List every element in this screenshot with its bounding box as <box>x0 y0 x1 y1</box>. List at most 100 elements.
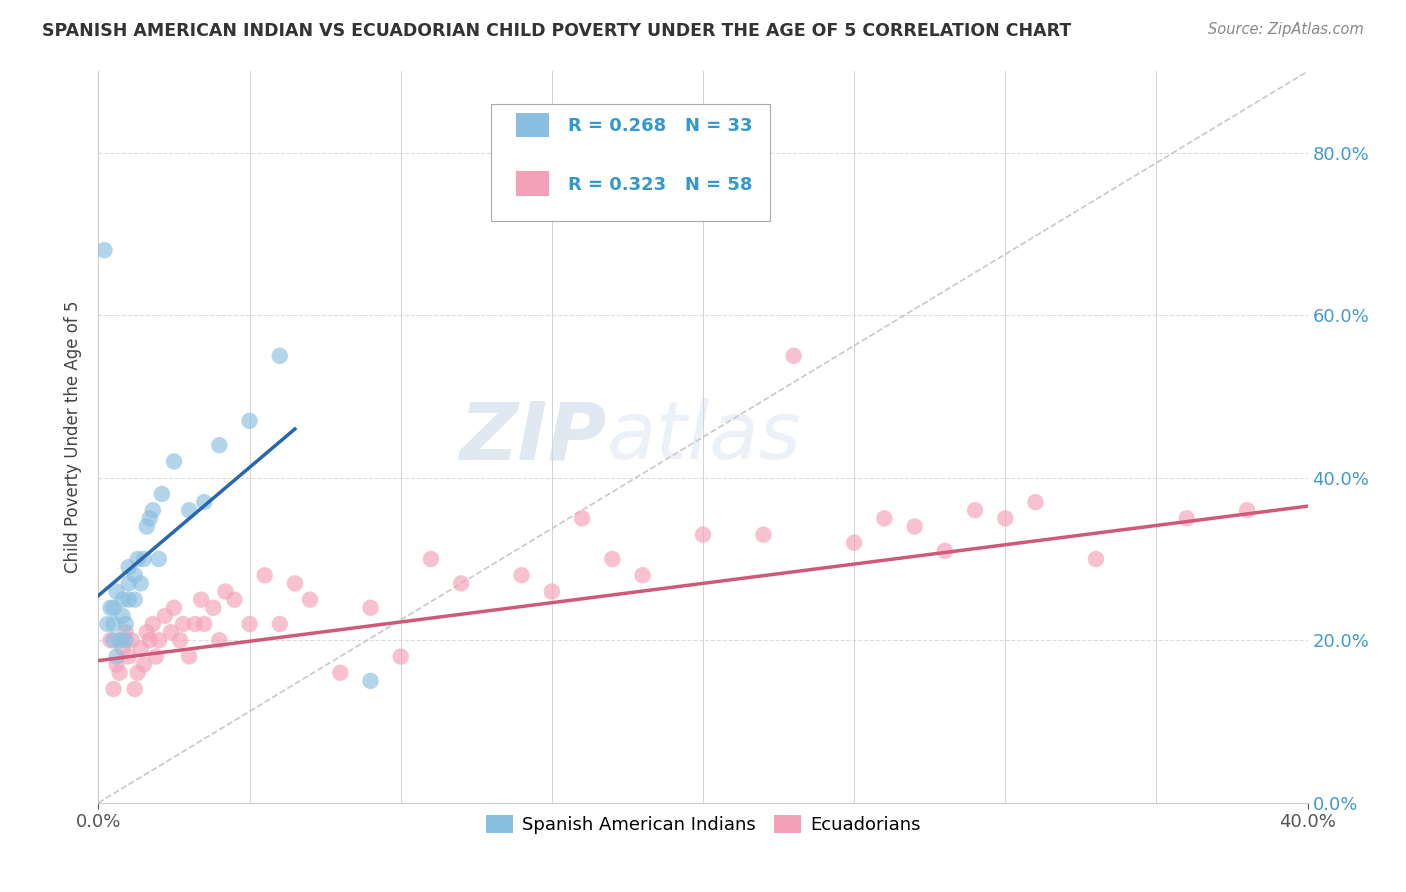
Point <box>752 527 775 541</box>
Point <box>329 665 352 680</box>
Point <box>100 600 122 615</box>
Text: ZIP: ZIP <box>458 398 606 476</box>
Point <box>153 608 176 623</box>
Point <box>142 503 165 517</box>
Point <box>224 592 246 607</box>
Point <box>193 617 215 632</box>
Point <box>114 633 136 648</box>
Point <box>1236 503 1258 517</box>
Point <box>93 243 115 257</box>
Point <box>208 633 231 648</box>
Point <box>105 657 128 672</box>
Point <box>299 592 322 607</box>
Point <box>96 617 118 632</box>
Point <box>571 511 593 525</box>
Point <box>103 681 125 696</box>
Point <box>239 617 262 632</box>
Point <box>1175 511 1198 525</box>
Point <box>269 617 291 632</box>
Point <box>111 608 134 623</box>
Point <box>118 592 141 607</box>
Point <box>1085 552 1108 566</box>
Point <box>132 552 155 566</box>
Point <box>169 633 191 648</box>
Point <box>127 552 149 566</box>
Point <box>269 349 291 363</box>
Point <box>783 349 806 363</box>
Point <box>602 552 624 566</box>
Point <box>202 600 225 615</box>
Point <box>139 633 162 648</box>
Point <box>994 511 1017 525</box>
Point <box>450 576 472 591</box>
Point <box>239 414 262 428</box>
Point <box>118 560 141 574</box>
Point <box>114 617 136 632</box>
Point <box>114 625 136 640</box>
Point <box>190 592 212 607</box>
Point <box>873 511 896 525</box>
Point <box>160 625 183 640</box>
Point <box>253 568 276 582</box>
Point <box>105 584 128 599</box>
Point <box>148 552 170 566</box>
Point <box>124 568 146 582</box>
Point <box>127 665 149 680</box>
Point <box>692 527 714 541</box>
Point <box>100 633 122 648</box>
Point <box>118 649 141 664</box>
Point <box>179 649 201 664</box>
Point <box>142 617 165 632</box>
Point <box>184 617 207 632</box>
Point <box>103 600 125 615</box>
Point <box>129 576 152 591</box>
Text: SPANISH AMERICAN INDIAN VS ECUADORIAN CHILD POVERTY UNDER THE AGE OF 5 CORRELATI: SPANISH AMERICAN INDIAN VS ECUADORIAN CH… <box>42 22 1071 40</box>
Point <box>135 625 157 640</box>
Point <box>163 454 186 468</box>
Point <box>965 503 987 517</box>
Point <box>145 649 167 664</box>
Y-axis label: Child Poverty Under the Age of 5: Child Poverty Under the Age of 5 <box>65 301 83 574</box>
Point <box>108 665 131 680</box>
Point <box>118 576 141 591</box>
Point <box>124 592 146 607</box>
Point <box>150 487 173 501</box>
Point <box>163 600 186 615</box>
FancyBboxPatch shape <box>516 171 550 195</box>
Point <box>129 641 152 656</box>
Point <box>1024 495 1046 509</box>
Text: R = 0.323   N = 58: R = 0.323 N = 58 <box>568 176 752 194</box>
Point <box>360 600 382 615</box>
Point <box>360 673 382 688</box>
FancyBboxPatch shape <box>516 112 550 137</box>
Text: Source: ZipAtlas.com: Source: ZipAtlas.com <box>1208 22 1364 37</box>
Point <box>172 617 194 632</box>
Point <box>111 592 134 607</box>
Point <box>135 519 157 533</box>
Point <box>179 503 201 517</box>
Text: atlas: atlas <box>606 398 801 476</box>
Point <box>844 535 866 549</box>
Point <box>904 519 927 533</box>
Point <box>111 641 134 656</box>
Point <box>193 495 215 509</box>
Point <box>148 633 170 648</box>
Point <box>108 633 131 648</box>
Point <box>540 584 562 599</box>
Point <box>631 568 654 582</box>
Text: R = 0.268   N = 33: R = 0.268 N = 33 <box>568 117 752 136</box>
Point <box>103 633 125 648</box>
Point <box>510 568 533 582</box>
Point <box>139 511 162 525</box>
Point <box>132 657 155 672</box>
Point <box>284 576 307 591</box>
Point <box>214 584 236 599</box>
Point <box>124 681 146 696</box>
Point <box>420 552 443 566</box>
Point <box>103 617 125 632</box>
Point <box>121 633 143 648</box>
Legend: Spanish American Indians, Ecuadorians: Spanish American Indians, Ecuadorians <box>478 807 928 841</box>
Point <box>105 649 128 664</box>
Point <box>934 544 956 558</box>
Point <box>208 438 231 452</box>
